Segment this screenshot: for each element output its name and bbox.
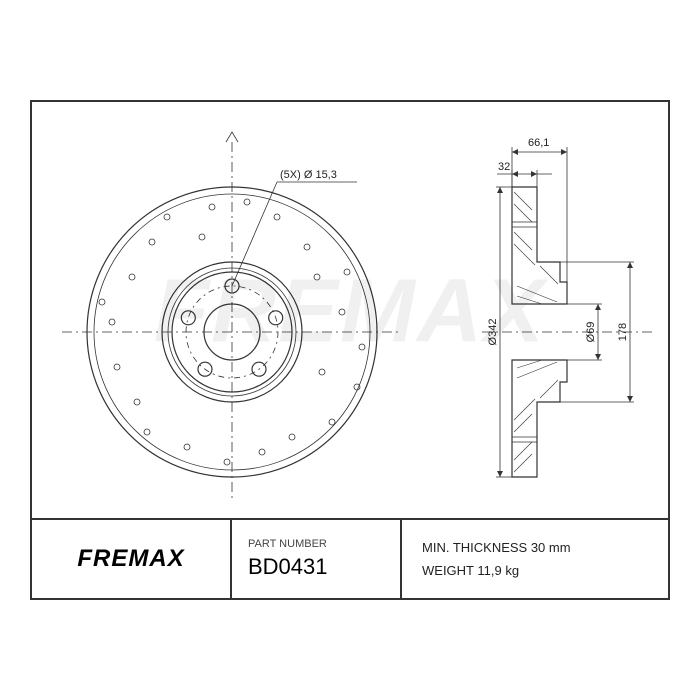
dim-flange-offset: 32 (497, 161, 552, 187)
brand-logo: FREMAX (77, 545, 184, 573)
side-view: 66,1 32 Ø342 (482, 137, 652, 477)
part-number-cell: PART NUMBER BD0431 (232, 520, 402, 598)
hatch-top (514, 192, 558, 304)
dim-hub-dia: Ø69 (567, 304, 602, 360)
part-number-value: BD0431 (248, 554, 384, 580)
technical-drawing: (5X) Ø 15,3 (32, 102, 672, 522)
logo-cell: FREMAX (32, 520, 232, 598)
spec-min-thickness: MIN. THICKNESS 30 mm (422, 540, 648, 555)
svg-text:66,1: 66,1 (528, 137, 549, 149)
svg-text:Ø69: Ø69 (585, 322, 597, 343)
svg-text:178: 178 (617, 323, 629, 341)
hole-callout: (5X) Ø 15,3 (280, 169, 337, 181)
svg-text:32: 32 (498, 161, 510, 173)
part-number-label: PART NUMBER (248, 538, 384, 550)
title-bar: FREMAX PART NUMBER BD0431 MIN. THICKNESS… (32, 518, 668, 598)
svg-text:Ø342: Ø342 (487, 319, 499, 346)
dim-overall-width: 66,1 (512, 137, 567, 282)
specs-cell: MIN. THICKNESS 30 mm WEIGHT 11,9 kg (402, 520, 668, 598)
spec-weight: WEIGHT 11,9 kg (422, 563, 648, 578)
drawing-sheet: FREMAX (30, 100, 670, 600)
front-view: (5X) Ø 15,3 (62, 132, 402, 502)
drawing-area: FREMAX (32, 102, 668, 522)
hatch-bottom (514, 360, 558, 472)
